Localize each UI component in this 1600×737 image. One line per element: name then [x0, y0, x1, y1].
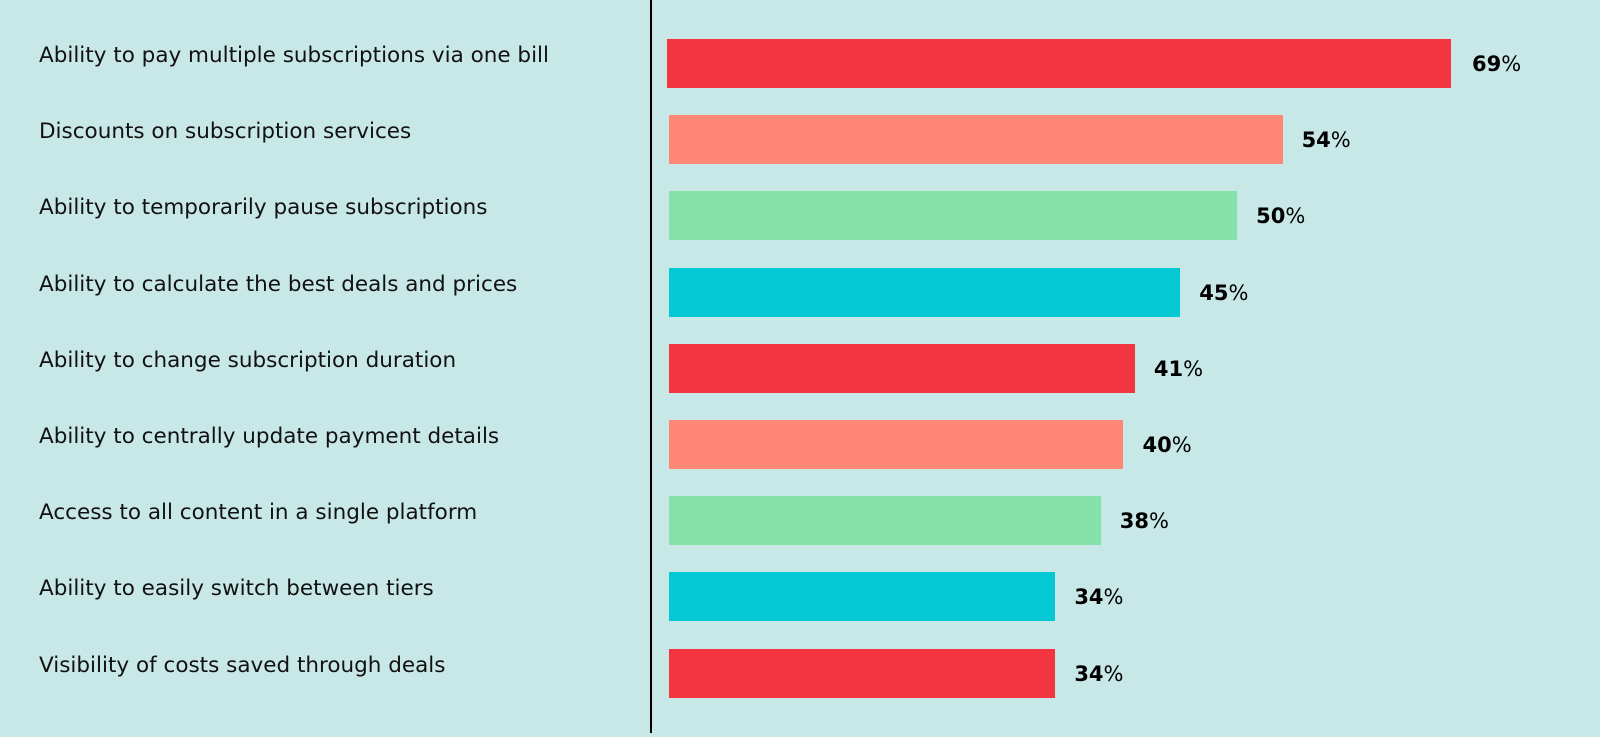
- category-label: Ability to easily switch between tiers: [39, 576, 434, 602]
- bar: [667, 39, 1451, 88]
- bar: [669, 191, 1238, 241]
- data-label: 45%: [1199, 280, 1249, 305]
- category-label: Access to all content in a single platfo…: [39, 500, 478, 526]
- data-label: 41%: [1153, 356, 1204, 381]
- bar: [669, 420, 1124, 469]
- category-label: Ability to pay multiple subscriptions vi…: [39, 43, 549, 68]
- data-label: 69%: [1472, 52, 1522, 76]
- data-label: 40%: [1142, 433, 1192, 457]
- category-label: Ability to centrally update payment deta…: [39, 424, 500, 449]
- bar: [669, 267, 1181, 317]
- category-label: Ability to change subscription duration: [39, 347, 457, 373]
- data-label: 34%: [1074, 661, 1124, 686]
- bar: [669, 648, 1056, 698]
- data-label: 34%: [1074, 585, 1124, 610]
- axis-divider: [650, 0, 652, 733]
- category-label: Ability to temporarily pause subscriptio…: [39, 195, 488, 221]
- bar: [669, 343, 1135, 393]
- bar: [669, 115, 1283, 165]
- category-label: Ability to calculate the best deals and …: [39, 271, 518, 297]
- bar: [669, 496, 1101, 546]
- category-label: Visibility of costs saved through deals: [39, 652, 446, 678]
- data-label: 50%: [1256, 204, 1306, 229]
- bar: [669, 572, 1056, 622]
- data-label: 54%: [1301, 128, 1351, 153]
- category-label: Discounts on subscription services: [39, 119, 412, 145]
- data-label: 38%: [1119, 509, 1169, 534]
